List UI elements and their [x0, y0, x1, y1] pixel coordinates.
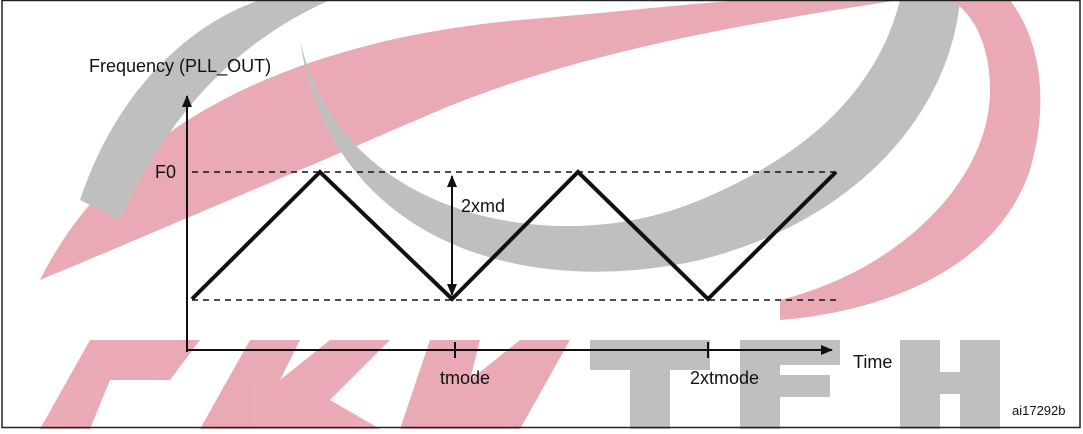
x-axis-label: Time	[853, 352, 892, 372]
level-label: F0	[155, 162, 176, 182]
tick-label: 2xtmode	[690, 368, 759, 388]
tick-label: tmode	[440, 368, 490, 388]
figure-id: ai17292b	[1012, 403, 1066, 418]
y-axis-label: Frequency (PLL_OUT)	[89, 56, 271, 77]
waveform	[190, 169, 838, 302]
watermark	[40, 0, 1041, 429]
amplitude-label: 2xmd	[461, 196, 505, 216]
